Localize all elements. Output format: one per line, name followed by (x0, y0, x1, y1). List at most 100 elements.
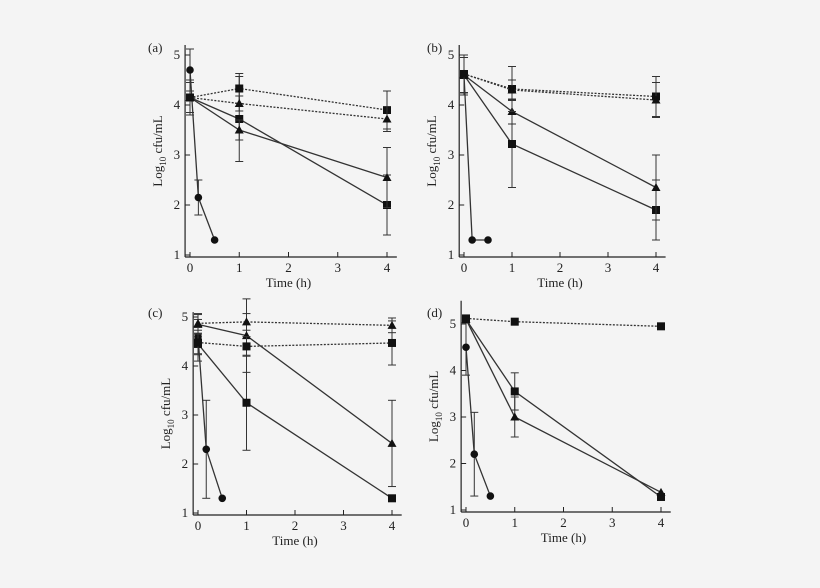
data-point-triangle (234, 99, 244, 107)
data-point-triangle (656, 487, 666, 496)
data-point-square (388, 494, 396, 503)
y-tick-label: 4 (182, 358, 189, 373)
y-axis-label: Log10 cfu/mL (426, 371, 444, 443)
y-tick-label: 1 (182, 505, 189, 520)
series-line (465, 347, 491, 497)
data-point-circle (218, 494, 227, 503)
x-tick-label: 3 (340, 518, 347, 533)
series-line (189, 87, 388, 111)
x-tick-label: 2 (560, 515, 567, 530)
y-axis-label-unit: cfu/mL (424, 115, 439, 157)
y-tick-label: 4 (448, 97, 455, 112)
data-point-triangle (242, 331, 251, 340)
data-point-triangle (382, 173, 392, 181)
y-tick-label: 2 (174, 197, 181, 212)
series-line (189, 96, 388, 206)
series-solid-circle (462, 318, 495, 500)
x-tick-label: 2 (557, 260, 564, 275)
y-tick-label: 1 (450, 502, 457, 517)
x-tick-label: 4 (653, 260, 660, 275)
data-point-circle (194, 193, 203, 202)
series-line (463, 74, 488, 241)
data-point-square (508, 140, 516, 148)
y-tick-label: 2 (450, 456, 457, 471)
data-point-triangle (193, 318, 203, 327)
data-point-circle (470, 450, 479, 459)
y-tick-label: 1 (448, 247, 455, 262)
data-point-square (235, 115, 244, 123)
series-dotted-square (462, 314, 665, 331)
data-point-circle (484, 236, 492, 244)
series-solid-triangle (185, 82, 392, 208)
y-tick-label: 3 (448, 147, 455, 162)
data-point-triangle (387, 438, 397, 447)
y-axis-label-base: Log (426, 421, 441, 442)
x-tick-label: 1 (509, 260, 516, 275)
series-line (197, 321, 393, 326)
series-dotted-square (194, 320, 396, 366)
y-axis-label-subscript: 10 (166, 419, 176, 429)
data-point-square (510, 387, 519, 396)
series-dotted-triangle (193, 313, 397, 334)
x-tick-label: 4 (384, 260, 391, 275)
x-tick-label: 1 (236, 260, 243, 275)
series-solid-square (194, 326, 396, 503)
data-point-square (657, 492, 665, 501)
series-line (465, 318, 662, 498)
x-axis-label: Time (h) (541, 530, 586, 545)
y-tick-label: 3 (174, 147, 181, 162)
data-point-triangle (651, 183, 661, 191)
data-point-triangle (459, 69, 469, 78)
x-axis-label: Time (h) (266, 275, 311, 290)
series-line (197, 341, 393, 348)
data-point-square (242, 342, 251, 351)
series-dotted-square (186, 73, 391, 130)
data-point-circle (186, 66, 194, 74)
x-tick-label: 3 (335, 260, 342, 275)
data-point-square (462, 314, 470, 323)
y-axis-label-base: Log (424, 165, 439, 186)
data-point-square (388, 338, 396, 347)
series-solid-circle (186, 48, 219, 244)
data-point-circle (202, 445, 211, 454)
x-tick-label: 3 (609, 515, 616, 530)
series-solid-square (462, 315, 665, 501)
x-tick-label: 3 (605, 260, 612, 275)
y-axis-label: Log10 cfu/mL (150, 115, 168, 187)
y-axis-label: Log10 cfu/mL (158, 378, 176, 450)
x-tick-label: 0 (461, 260, 468, 275)
y-tick-label: 3 (182, 407, 189, 422)
panel-label: (a) (148, 40, 162, 55)
data-point-triangle (234, 125, 244, 134)
y-axis-label-base: Log (158, 428, 173, 449)
data-point-triangle (510, 412, 520, 421)
y-tick-label: 1 (174, 247, 181, 262)
data-point-triangle (185, 93, 195, 101)
y-tick-label: 2 (448, 197, 455, 212)
y-axis-label-base: Log (150, 165, 165, 186)
data-point-square (510, 317, 519, 326)
data-point-triangle (387, 320, 397, 329)
data-point-triangle (651, 95, 661, 104)
y-tick-label: 3 (450, 409, 457, 424)
panel-label: (b) (427, 40, 442, 55)
y-axis-label-subscript: 10 (158, 156, 168, 166)
data-point-circle (486, 492, 495, 500)
series-solid-triangle (461, 314, 666, 496)
data-point-square (235, 84, 244, 93)
y-tick-label: 2 (182, 456, 189, 471)
series-dotted-square (460, 54, 660, 117)
y-tick-label: 5 (450, 316, 457, 331)
series-solid-triangle (459, 57, 661, 221)
y-axis-label-unit: cfu/mL (158, 378, 173, 420)
y-axis-label-unit: cfu/mL (426, 371, 441, 413)
series-dotted-triangle (185, 82, 392, 132)
data-point-circle (462, 343, 470, 352)
y-axis-label-unit: cfu/mL (150, 115, 165, 157)
x-tick-label: 4 (389, 518, 396, 533)
data-point-triangle (242, 317, 251, 326)
